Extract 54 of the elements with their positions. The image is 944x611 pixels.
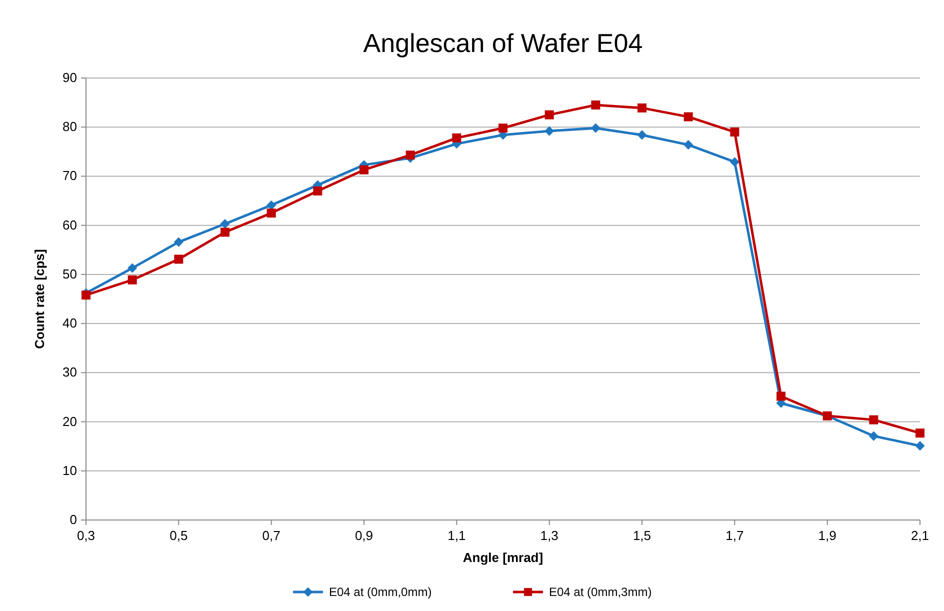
x-tick-label: 0,5 [170,528,188,543]
y-tick-label: 10 [62,462,77,478]
point [590,123,600,133]
point [730,128,740,137]
legend-label: E04 at (0mm,0mm) [329,585,432,599]
point [266,208,276,218]
x-tick-label: 1,1 [448,528,466,543]
x-tick-label: 0,9 [354,528,374,543]
point [544,126,554,136]
point [82,290,90,300]
y-tick-label: 60 [62,217,77,232]
y-tick-label: 30 [62,364,77,380]
point [776,392,786,401]
point [174,237,184,247]
chart-title: Anglescan of Wafer E04 [363,28,643,58]
x-tick-label: 0,3 [76,528,96,543]
point [915,441,925,451]
x-tick-label: 1,5 [632,528,652,543]
point [360,165,368,174]
point [128,263,138,273]
y-tick-label: 40 [62,316,77,331]
point [868,431,878,441]
point [128,275,137,284]
y-tick-label: 90 [62,70,77,85]
point [916,428,924,438]
y-tick-label: 80 [62,119,77,134]
point [313,186,322,196]
point [266,200,276,210]
point [406,150,415,160]
x-tick-label: 0,7 [262,528,280,543]
legend-label: E04 at (0mm,3mm) [549,585,652,599]
y-tick-label: 50 [62,266,77,282]
x-tick-label: 1,9 [818,528,836,543]
x-tick-label: 2,1 [910,528,930,543]
point [220,228,230,237]
point [730,157,740,167]
point [684,140,694,150]
y-tick-label: 20 [62,414,77,429]
y-tick-label: 70 [62,168,77,184]
point [591,100,600,110]
x-tick-label: 1,7 [726,528,744,543]
point [498,124,508,133]
x-axis-title: Angle [mrad] [462,550,544,565]
x-tick-label: 1,3 [540,528,558,543]
y-tick-label: 0 [70,512,77,527]
point [684,112,693,122]
point [869,415,878,424]
point [220,219,230,229]
point [638,103,646,112]
y-axis-title: Count rate [cps] [32,249,47,349]
point [544,110,554,120]
point [637,130,647,140]
point [452,133,462,142]
point [174,254,184,264]
